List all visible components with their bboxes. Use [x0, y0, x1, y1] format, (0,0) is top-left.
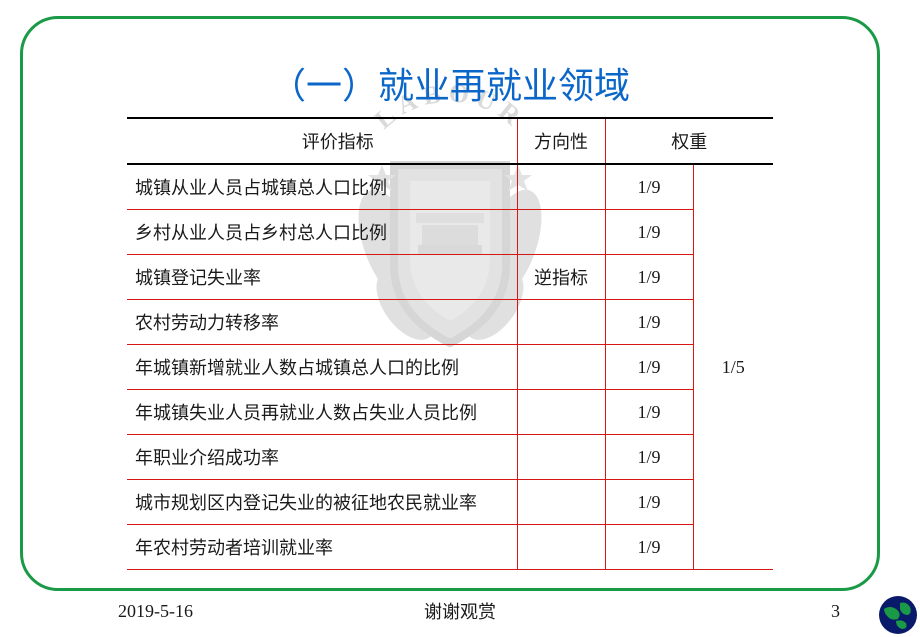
cell-weight-1: 1/9: [605, 435, 693, 480]
header-weight: 权重: [605, 118, 773, 164]
footer-page: 3: [831, 601, 840, 622]
table-row: 乡村从业人员占乡村总人口比例 1/9: [127, 210, 773, 255]
cell-direction: [517, 435, 605, 480]
table-row: 年职业介绍成功率 1/9: [127, 435, 773, 480]
table-row: 年农村劳动者培训就业率 1/9: [127, 525, 773, 570]
cell-indicator: 城镇从业人员占城镇总人口比例: [127, 164, 517, 210]
cell-weight-1: 1/9: [605, 345, 693, 390]
slide-footer: 2019-5-16 谢谢观赏 3: [0, 597, 920, 625]
cell-indicator: 年农村劳动者培训就业率: [127, 525, 517, 570]
slide-frame: LABOUR （一）就业再就业领域 评价指标 方向性 权重 城镇从业人员占城镇总…: [20, 16, 880, 591]
footer-date: 2019-5-16: [118, 601, 193, 622]
table-row: 城镇登记失业率逆指标1/9: [127, 255, 773, 300]
table-row: 农村劳动力转移率 1/9: [127, 300, 773, 345]
header-direction: 方向性: [517, 118, 605, 164]
cell-direction: [517, 300, 605, 345]
cell-weight-1: 1/9: [605, 480, 693, 525]
cell-indicator: 年城镇失业人员再就业人数占失业人员比例: [127, 390, 517, 435]
cell-weight-1: 1/9: [605, 300, 693, 345]
header-indicator: 评价指标: [127, 118, 517, 164]
cell-indicator: 乡村从业人员占乡村总人口比例: [127, 210, 517, 255]
cell-weight-1: 1/9: [605, 525, 693, 570]
cell-direction: [517, 164, 605, 210]
cell-direction: [517, 525, 605, 570]
cell-direction: [517, 345, 605, 390]
cell-indicator: 城市规划区内登记失业的被征地农民就业率: [127, 480, 517, 525]
cell-weight-1: 1/9: [605, 164, 693, 210]
cell-weight-1: 1/9: [605, 390, 693, 435]
slide-title: （一）就业再就业领域: [23, 57, 877, 109]
table-row: 城市规划区内登记失业的被征地农民就业率 1/9: [127, 480, 773, 525]
table-container: 评价指标 方向性 权重 城镇从业人员占城镇总人口比例1/91/5乡村从业人员占乡…: [127, 117, 773, 570]
indicator-table: 评价指标 方向性 权重 城镇从业人员占城镇总人口比例1/91/5乡村从业人员占乡…: [127, 117, 773, 570]
footer-text: 谢谢观赏: [424, 598, 496, 624]
table-header-row: 评价指标 方向性 权重: [127, 118, 773, 164]
cell-weight-1: 1/9: [605, 255, 693, 300]
table-row: 城镇从业人员占城镇总人口比例1/91/5: [127, 164, 773, 210]
cell-indicator: 城镇登记失业率: [127, 255, 517, 300]
cell-group-weight: 1/5: [693, 164, 773, 570]
table-row: 年城镇失业人员再就业人数占失业人员比例 1/9: [127, 390, 773, 435]
cell-indicator: 年职业介绍成功率: [127, 435, 517, 480]
cell-direction: [517, 390, 605, 435]
cell-indicator: 农村劳动力转移率: [127, 300, 517, 345]
cell-indicator: 年城镇新增就业人数占城镇总人口的比例: [127, 345, 517, 390]
cell-weight-1: 1/9: [605, 210, 693, 255]
cell-direction: [517, 480, 605, 525]
cell-direction: [517, 210, 605, 255]
globe-icon: [878, 595, 918, 635]
cell-direction: 逆指标: [517, 255, 605, 300]
table-row: 年城镇新增就业人数占城镇总人口的比例 1/9: [127, 345, 773, 390]
